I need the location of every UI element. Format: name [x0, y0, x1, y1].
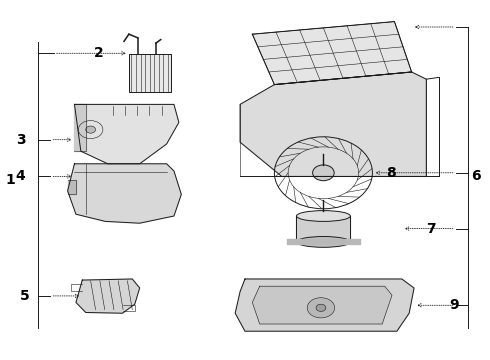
Bar	[129, 54, 171, 92]
Ellipse shape	[296, 211, 350, 221]
Circle shape	[316, 304, 326, 311]
Circle shape	[86, 126, 96, 133]
Text: 7: 7	[426, 222, 436, 235]
Text: 2: 2	[94, 46, 104, 60]
Polygon shape	[240, 72, 426, 176]
Text: 4: 4	[16, 170, 25, 183]
Ellipse shape	[296, 237, 350, 247]
Circle shape	[307, 298, 335, 318]
Circle shape	[313, 165, 334, 181]
Polygon shape	[74, 104, 86, 151]
Polygon shape	[68, 164, 181, 223]
Text: 8: 8	[386, 166, 396, 180]
Polygon shape	[74, 104, 179, 164]
Text: 1: 1	[6, 173, 16, 187]
Polygon shape	[76, 279, 140, 313]
Text: 9: 9	[449, 298, 459, 312]
Polygon shape	[235, 279, 414, 331]
Polygon shape	[68, 180, 76, 194]
Text: 5: 5	[20, 289, 29, 303]
Text: 3: 3	[16, 133, 25, 147]
Text: 6: 6	[471, 170, 481, 183]
Polygon shape	[252, 22, 412, 85]
Polygon shape	[287, 239, 360, 244]
Polygon shape	[296, 216, 350, 242]
Polygon shape	[252, 286, 392, 324]
